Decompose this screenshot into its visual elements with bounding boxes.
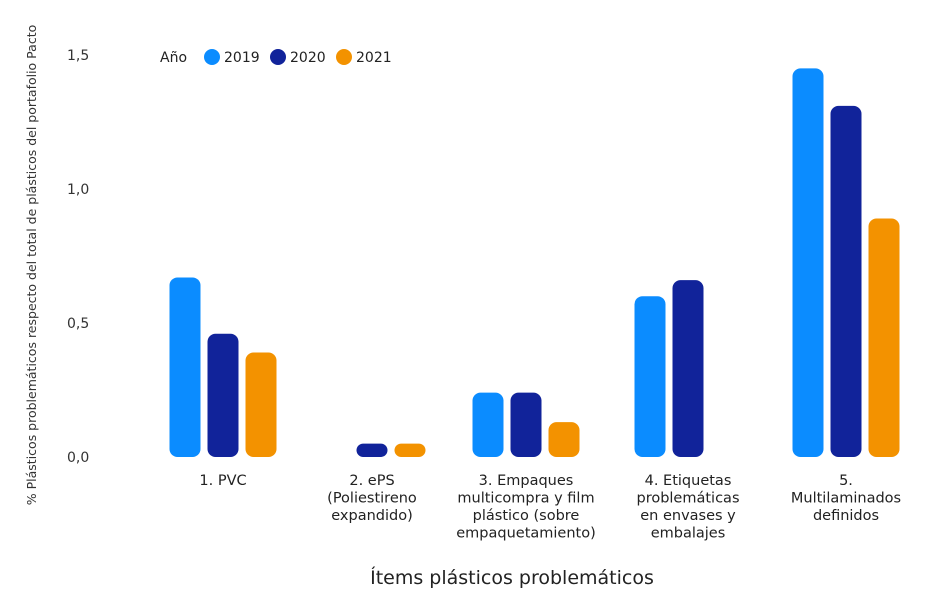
bar-2019-cat-4 — [634, 296, 666, 457]
bar-2019-cat-5 — [792, 68, 824, 458]
category-label-line: en envases y — [640, 508, 736, 524]
bar-2021-cat-3 — [548, 422, 580, 457]
bar-2020-cat-1 — [207, 333, 239, 457]
legend-title: Año — [160, 50, 187, 66]
legend: Año 2019 2020 2021 — [160, 49, 392, 66]
bar-2021-cat-1 — [245, 352, 277, 457]
y-tick-label: 1,5 — [67, 48, 89, 64]
bar-2020-cat-5 — [830, 105, 862, 458]
category-label: 2. ePS (Poliestireno expandido) — [327, 473, 417, 524]
category-label-line: multicompra y film — [457, 491, 594, 507]
legend-items: 2019 2020 2021 — [204, 49, 392, 66]
bars — [169, 68, 900, 458]
category-label-line: 3. Empaques — [479, 473, 574, 489]
category-label: 1. PVC — [199, 473, 246, 489]
y-tick-label: 1,0 — [67, 182, 89, 198]
category-label-line: 4. Etiquetas — [645, 473, 732, 489]
legend-swatch-2019 — [204, 49, 220, 65]
category-label-line: 2. ePS — [349, 473, 394, 489]
y-tick-label: 0,0 — [67, 450, 89, 466]
category-label-line: 5. — [839, 473, 853, 489]
bar-2019-cat-1 — [169, 277, 201, 457]
y-axis-label: % Plásticos problemáticos respecto del t… — [24, 25, 39, 505]
category-label: 5. Multilaminados definidos — [791, 473, 901, 524]
category-label: 3. Empaques multicompra y film plástico (s… — [456, 473, 596, 542]
legend-label-2021: 2021 — [356, 50, 392, 66]
category-label-line: (Poliestireno — [327, 491, 417, 507]
bar-2020-cat-2 — [356, 443, 388, 457]
category-label-line: 1. PVC — [199, 473, 246, 489]
bar-2021-cat-5 — [868, 218, 900, 457]
legend-label-2019: 2019 — [224, 50, 260, 66]
category-label-line: definidos — [813, 508, 879, 524]
category-label-line: empaquetamiento) — [456, 526, 596, 542]
category-label-line: expandido) — [331, 508, 413, 524]
bar-2021-cat-2 — [394, 443, 426, 457]
x-axis-label: Ítems plásticos problemáticos — [370, 566, 654, 589]
category-label-line: plástico (sobre — [473, 508, 580, 524]
category-label-line: problemáticas — [636, 491, 739, 507]
bar-2019-cat-3 — [472, 392, 504, 457]
category-label-line: Multilaminados — [791, 491, 901, 507]
bar-2020-cat-4 — [672, 280, 704, 457]
y-axis-ticks: 0,0 0,5 1,0 1,5 — [67, 48, 89, 466]
legend-swatch-2021 — [336, 49, 352, 65]
legend-label-2020: 2020 — [290, 50, 326, 66]
category-label-line: embalajes — [651, 526, 726, 542]
category-labels: 1. PVC 2. ePS (Poliestireno expandido) 3. Em… — [199, 473, 901, 542]
legend-swatch-2020 — [270, 49, 286, 65]
category-label: 4. Etiquetas problemáticas en envases y emb… — [636, 473, 739, 542]
y-tick-label: 0,5 — [67, 316, 89, 332]
bar-2020-cat-3 — [510, 392, 542, 457]
